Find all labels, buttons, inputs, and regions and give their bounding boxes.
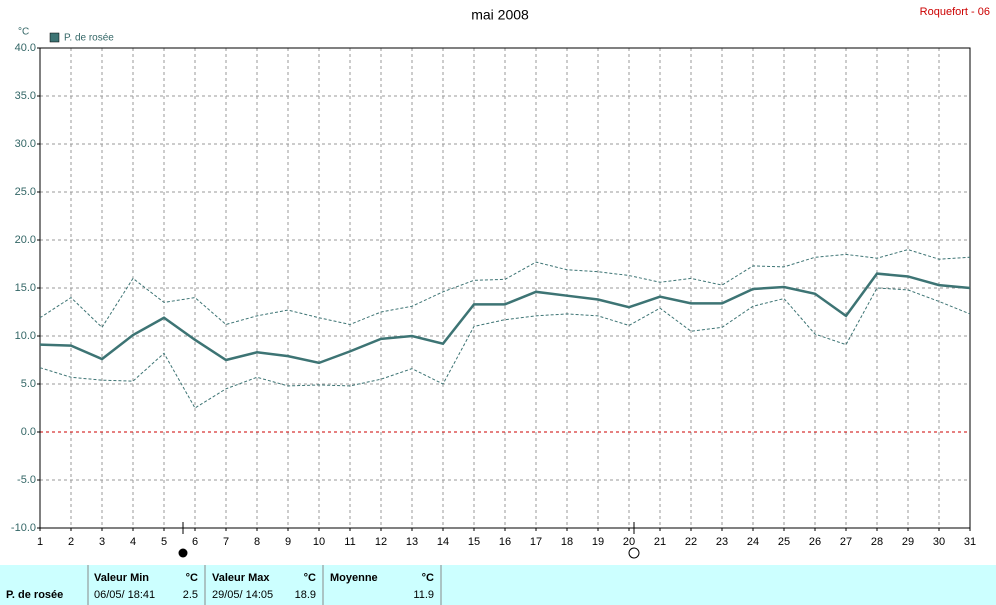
mean-value: 11.9 [413,589,434,601]
mean-unit: °C [422,572,434,584]
summary-name: P. de rosée [6,589,63,601]
max-value: 18.9 [295,589,316,601]
x-tick-label: 30 [933,536,945,548]
x-tick-label: 20 [623,536,635,548]
y-tick-label: 0.0 [21,426,36,438]
max-date: 29/05/ 14:05 [212,589,273,601]
x-tick-label: 27 [840,536,852,548]
y-tick-label: 25.0 [15,186,36,198]
x-tick-label: 19 [592,536,604,548]
y-tick-label: -5.0 [17,474,36,486]
new-moon [178,548,188,558]
max-label: Valeur Max [212,572,270,584]
x-tick-label: 7 [223,536,229,548]
x-tick-label: 9 [285,536,291,548]
x-tick-label: 11 [344,536,355,548]
x-tick-label: 16 [499,536,511,548]
min-line [39,287,971,409]
x-tick-label: 26 [809,536,821,548]
min-label: Valeur Min [94,572,149,584]
x-tick-label: 10 [313,536,325,548]
y-tick-label: 20.0 [15,234,36,246]
x-tick-label: 3 [99,536,105,548]
y-tick-label: 5.0 [21,378,36,390]
legend-label: P. de rosée [64,33,114,44]
x-tick-label: 5 [161,536,167,548]
max-line [39,249,971,329]
legend-swatch [49,32,60,43]
station: Roquefort - 06 [920,6,990,18]
y-tick-label: -10.0 [11,522,36,534]
x-tick-label: 28 [871,536,883,548]
x-tick-label: 4 [130,536,136,548]
full-moon [628,547,640,559]
x-tick-label: 12 [375,536,387,548]
y-tick-label: 15.0 [15,282,36,294]
min-date: 06/05/ 18:41 [94,589,155,601]
summary-panel [0,565,996,605]
chart-title: mai 2008 [471,7,529,23]
x-tick-label: 22 [685,536,697,548]
x-tick-label: 25 [778,536,790,548]
x-tick-label: 15 [468,536,480,548]
y-tick-label: 40.0 [15,42,36,54]
min-value: 2.5 [183,589,198,601]
y-tick-label: 10.0 [15,330,36,342]
x-tick-label: 17 [530,536,542,548]
x-tick-label: 29 [902,536,914,548]
x-tick-label: 2 [68,536,74,548]
x-tick-label: 14 [437,536,449,548]
x-tick-label: 18 [561,536,573,548]
y-tick-label: 30.0 [15,138,36,150]
y-unit: °C [18,27,29,38]
x-tick-label: 13 [406,536,418,548]
x-tick-label: 23 [716,536,728,548]
mean-line [39,272,971,365]
x-tick-label: 1 [37,536,43,548]
x-tick-label: 21 [654,536,666,548]
x-tick-label: 24 [747,536,759,548]
x-tick-label: 8 [254,536,260,548]
max-unit: °C [304,572,316,584]
x-tick-label: 6 [192,536,198,548]
y-tick-label: 35.0 [15,90,36,102]
plot: -10.0 -5.0 0.0 5.0 10.0 15.0 20.0 25.0 30.0 35.0 4… [11,42,976,548]
min-unit: °C [186,572,198,584]
x-tick-label: 31 [964,536,976,548]
mean-label: Moyenne [330,572,378,584]
